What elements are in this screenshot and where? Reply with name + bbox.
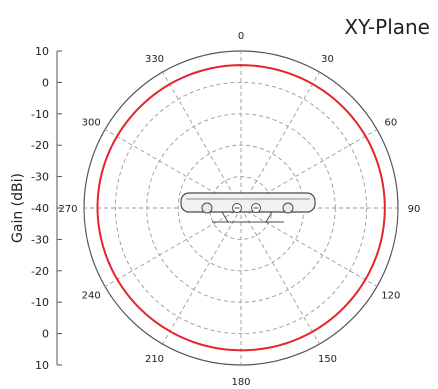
- gain-axis-tick-label: -10: [31, 296, 49, 309]
- grid-spoke-30: [240, 71, 320, 209]
- device-mount: [221, 211, 273, 223]
- grid-spoke-120: [240, 207, 378, 287]
- angle-tick-label-30: 30: [321, 54, 334, 65]
- grid-spoke-330: [162, 71, 242, 209]
- device-body: [180, 192, 316, 213]
- grid-spoke-210: [162, 207, 242, 345]
- grid-spoke-150: [240, 207, 320, 345]
- gain-axis-tick-label: 0: [42, 76, 49, 89]
- device-port: [201, 202, 213, 214]
- angle-tick-label-0: 0: [238, 31, 244, 42]
- angle-tick-label-180: 180: [231, 377, 250, 385]
- angle-tick-label-150: 150: [318, 354, 337, 365]
- grid-ring-0: [114, 81, 368, 335]
- gain-axis-tick-label: -20: [31, 265, 49, 278]
- angle-tick-label-60: 60: [384, 118, 397, 129]
- gain-axis-tick-label: -10: [31, 108, 49, 121]
- angle-tick-label-210: 210: [145, 354, 164, 365]
- grid-spoke-240: [104, 207, 242, 287]
- access-point-device-icon: [180, 192, 316, 223]
- gain-axis-tick-label: 10: [35, 359, 49, 372]
- gain-axis-tick-label: 10: [35, 45, 49, 58]
- grid-spoke-300: [104, 129, 242, 209]
- gain-axis-tick-label: 0: [42, 328, 49, 341]
- device-port: [282, 202, 294, 214]
- gain-series: [96, 64, 386, 352]
- gain-axis-tick-label: -30: [31, 171, 49, 184]
- angle-tick-labels: 0 30 60 90 120 150 180 210 240 270 300 330: [58, 31, 421, 388]
- gain-series-line-0: [96, 64, 386, 352]
- angle-tick-label-240: 240: [82, 291, 101, 302]
- chart-title: XY-Plane: [344, 15, 430, 39]
- angle-tick-label-120: 120: [381, 291, 400, 302]
- angle-tick-label-90: 90: [408, 204, 421, 215]
- gain-axis-tick-label: -20: [31, 139, 49, 152]
- gain-axis-tick-label: -30: [31, 233, 49, 246]
- grid-spoke-60: [240, 129, 378, 209]
- angle-tick-label-330: 330: [145, 54, 164, 65]
- gain-axis: 10 0 -10 -20 -30 -40 -30 -20 -10 0 10: [31, 45, 62, 372]
- gain-axis-tick-label: -40: [31, 202, 49, 215]
- angle-tick-label-300: 300: [82, 118, 101, 129]
- angle-tick-label-270: 270: [58, 204, 77, 215]
- y-axis-label: Gain (dBi): [10, 173, 26, 243]
